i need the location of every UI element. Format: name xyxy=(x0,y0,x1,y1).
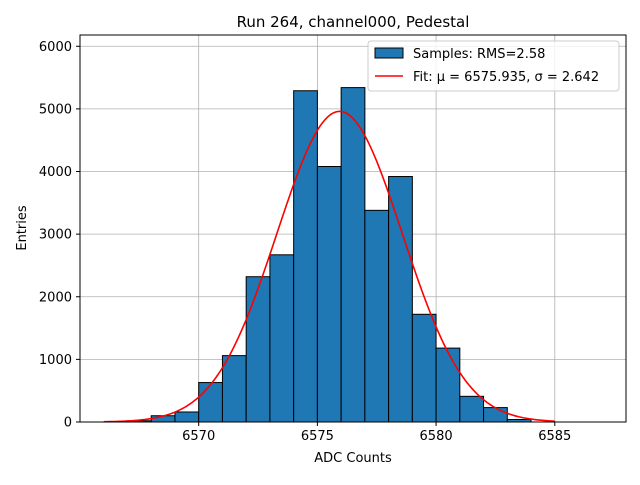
histogram-bar xyxy=(293,90,318,423)
histogram-bar xyxy=(411,313,437,423)
histogram-bar xyxy=(316,166,342,423)
histogram-bar xyxy=(221,355,247,423)
legend-label-fit: Fit: μ = 6575.935, σ = 2.642 xyxy=(413,70,599,85)
histogram-bar xyxy=(245,276,271,423)
x-axis-label: ADC Counts xyxy=(314,451,392,466)
x-tick-label: 6575 xyxy=(301,429,334,444)
y-tick-label: 0 xyxy=(64,416,72,431)
legend-box xyxy=(367,40,620,92)
y-tick-label: 4000 xyxy=(39,165,72,180)
x-tick-label: 6570 xyxy=(182,429,215,444)
fit-curve xyxy=(103,110,555,423)
histogram-bar xyxy=(388,176,413,423)
axes-frame xyxy=(79,34,627,423)
legend: Samples: RMS=2.58 Fit: μ = 6575.935, σ =… xyxy=(367,40,620,92)
histogram-bar xyxy=(435,347,461,423)
histogram-bar xyxy=(198,382,223,423)
histogram-bar xyxy=(459,395,485,423)
histogram-bar xyxy=(483,407,508,423)
legend-label-samples: Samples: RMS=2.58 xyxy=(413,47,545,62)
x-tick-label: 6585 xyxy=(538,429,571,444)
y-tick-label: 6000 xyxy=(39,40,72,55)
histogram-bar xyxy=(340,87,366,423)
fit-layer xyxy=(103,110,555,423)
legend-swatch-samples xyxy=(374,47,404,59)
y-tick-label: 5000 xyxy=(39,102,72,117)
bars-layer xyxy=(126,87,532,423)
chart-title: Run 264, channel000, Pedestal xyxy=(237,13,470,31)
y-tick-label: 1000 xyxy=(39,353,72,368)
x-tick-label: 6580 xyxy=(420,429,453,444)
histogram-bar xyxy=(174,411,200,423)
y-tick-label: 3000 xyxy=(39,228,72,243)
histogram-bar xyxy=(364,209,390,423)
histogram-bar xyxy=(269,254,295,423)
y-tick-label: 2000 xyxy=(39,290,72,305)
ticks-layer: 6570 6575 6580 6585 0 1000 2000 3000 4000 5000 600… xyxy=(39,40,571,444)
y-axis-label: Entries xyxy=(15,205,30,251)
